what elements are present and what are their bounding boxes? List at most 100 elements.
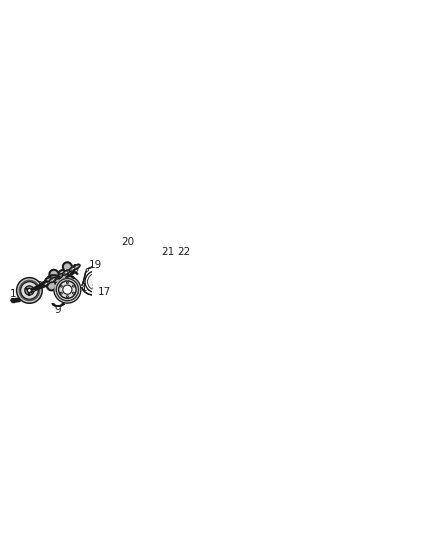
Circle shape <box>120 266 137 284</box>
Polygon shape <box>82 267 108 296</box>
Circle shape <box>108 285 111 287</box>
Circle shape <box>124 268 127 271</box>
Circle shape <box>85 271 106 293</box>
Circle shape <box>162 264 165 266</box>
Ellipse shape <box>63 270 70 275</box>
Circle shape <box>170 268 173 271</box>
Text: 18: 18 <box>81 282 94 293</box>
Circle shape <box>96 268 98 270</box>
Circle shape <box>170 264 173 266</box>
Text: 3: 3 <box>37 281 43 291</box>
Circle shape <box>121 271 124 274</box>
Circle shape <box>72 285 74 287</box>
Circle shape <box>129 268 132 271</box>
Circle shape <box>18 278 42 303</box>
Circle shape <box>157 256 178 278</box>
Circle shape <box>158 257 177 277</box>
Ellipse shape <box>56 274 63 279</box>
Circle shape <box>25 286 34 295</box>
Text: 17: 17 <box>98 287 111 297</box>
Circle shape <box>95 295 97 297</box>
Ellipse shape <box>42 281 49 286</box>
Polygon shape <box>45 265 78 286</box>
Circle shape <box>124 271 133 279</box>
Circle shape <box>21 282 38 299</box>
Ellipse shape <box>42 281 49 286</box>
Ellipse shape <box>49 278 56 282</box>
Circle shape <box>57 279 78 301</box>
Ellipse shape <box>73 264 80 269</box>
Circle shape <box>166 271 169 273</box>
Circle shape <box>100 247 157 303</box>
Text: 20: 20 <box>121 237 134 247</box>
Polygon shape <box>52 303 64 306</box>
Circle shape <box>55 277 80 302</box>
Circle shape <box>98 245 159 305</box>
Circle shape <box>12 300 14 301</box>
Polygon shape <box>48 275 60 278</box>
Ellipse shape <box>51 272 57 276</box>
Text: 21: 21 <box>161 247 174 257</box>
Ellipse shape <box>64 271 68 274</box>
Circle shape <box>148 262 151 264</box>
Polygon shape <box>71 272 78 274</box>
Ellipse shape <box>63 270 70 275</box>
Circle shape <box>181 261 186 265</box>
Circle shape <box>106 286 109 288</box>
Circle shape <box>103 269 106 271</box>
Circle shape <box>63 285 72 294</box>
Ellipse shape <box>57 275 61 278</box>
Ellipse shape <box>44 282 48 285</box>
Ellipse shape <box>51 279 55 281</box>
Circle shape <box>124 279 127 282</box>
Ellipse shape <box>74 265 78 268</box>
Circle shape <box>121 276 124 279</box>
Circle shape <box>155 255 180 279</box>
Ellipse shape <box>56 274 63 279</box>
Ellipse shape <box>73 264 80 269</box>
Circle shape <box>132 261 148 276</box>
Circle shape <box>66 296 68 298</box>
Polygon shape <box>66 276 74 278</box>
Circle shape <box>133 276 136 279</box>
Circle shape <box>72 292 74 294</box>
Ellipse shape <box>70 266 76 271</box>
Text: 1: 1 <box>10 289 16 299</box>
Circle shape <box>127 298 130 301</box>
Ellipse shape <box>65 265 70 269</box>
Circle shape <box>102 248 155 302</box>
Circle shape <box>161 261 174 274</box>
Text: 14: 14 <box>62 278 75 288</box>
Text: 19: 19 <box>89 260 102 270</box>
Ellipse shape <box>49 278 56 282</box>
Circle shape <box>109 261 124 276</box>
Ellipse shape <box>49 284 54 288</box>
Text: 16: 16 <box>55 285 69 295</box>
Text: 4: 4 <box>48 280 54 290</box>
Text: 2: 2 <box>26 280 33 290</box>
Circle shape <box>18 280 40 301</box>
Circle shape <box>127 249 130 252</box>
Text: 15: 15 <box>67 264 81 274</box>
Ellipse shape <box>71 268 75 270</box>
Ellipse shape <box>62 277 67 280</box>
Circle shape <box>86 269 88 271</box>
Circle shape <box>59 281 76 298</box>
Circle shape <box>88 273 104 290</box>
Circle shape <box>27 288 32 293</box>
Circle shape <box>60 292 62 294</box>
Circle shape <box>11 298 14 302</box>
Circle shape <box>81 285 83 287</box>
Circle shape <box>54 276 81 303</box>
Circle shape <box>133 271 136 274</box>
Text: 22: 22 <box>177 247 190 257</box>
Circle shape <box>106 252 151 298</box>
Circle shape <box>162 268 165 271</box>
Circle shape <box>60 285 62 287</box>
Circle shape <box>17 278 42 303</box>
Ellipse shape <box>69 266 76 271</box>
Polygon shape <box>32 283 46 291</box>
Circle shape <box>166 261 169 264</box>
Circle shape <box>120 281 136 296</box>
Text: 9: 9 <box>55 305 61 315</box>
